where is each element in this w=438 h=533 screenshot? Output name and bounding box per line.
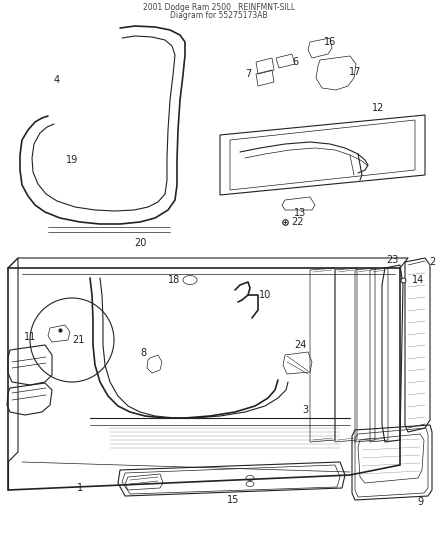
Text: 17: 17 [349, 67, 361, 77]
Text: 20: 20 [134, 238, 146, 248]
Text: 11: 11 [24, 332, 36, 342]
Text: 12: 12 [372, 103, 384, 113]
Text: 2001 Dodge Ram 2500   REINFMNT-SILL: 2001 Dodge Ram 2500 REINFMNT-SILL [143, 4, 295, 12]
Text: 24: 24 [294, 340, 306, 350]
Text: 18: 18 [168, 275, 180, 285]
Text: 23: 23 [386, 255, 398, 265]
Text: 1: 1 [77, 483, 83, 493]
Text: 21: 21 [72, 335, 84, 345]
Text: 14: 14 [412, 275, 424, 285]
Text: 16: 16 [324, 37, 336, 47]
Text: Diagram for 55275173AB: Diagram for 55275173AB [170, 12, 268, 20]
Text: 13: 13 [294, 208, 306, 218]
Text: 19: 19 [66, 155, 78, 165]
Text: 4: 4 [54, 75, 60, 85]
Text: 6: 6 [292, 57, 298, 67]
Text: 22: 22 [292, 217, 304, 227]
Text: 15: 15 [227, 495, 239, 505]
Text: 2: 2 [429, 257, 435, 267]
Text: 8: 8 [140, 348, 146, 358]
Text: 9: 9 [417, 497, 423, 507]
Text: 7: 7 [245, 69, 251, 79]
Text: 10: 10 [259, 290, 271, 300]
Text: 3: 3 [302, 405, 308, 415]
